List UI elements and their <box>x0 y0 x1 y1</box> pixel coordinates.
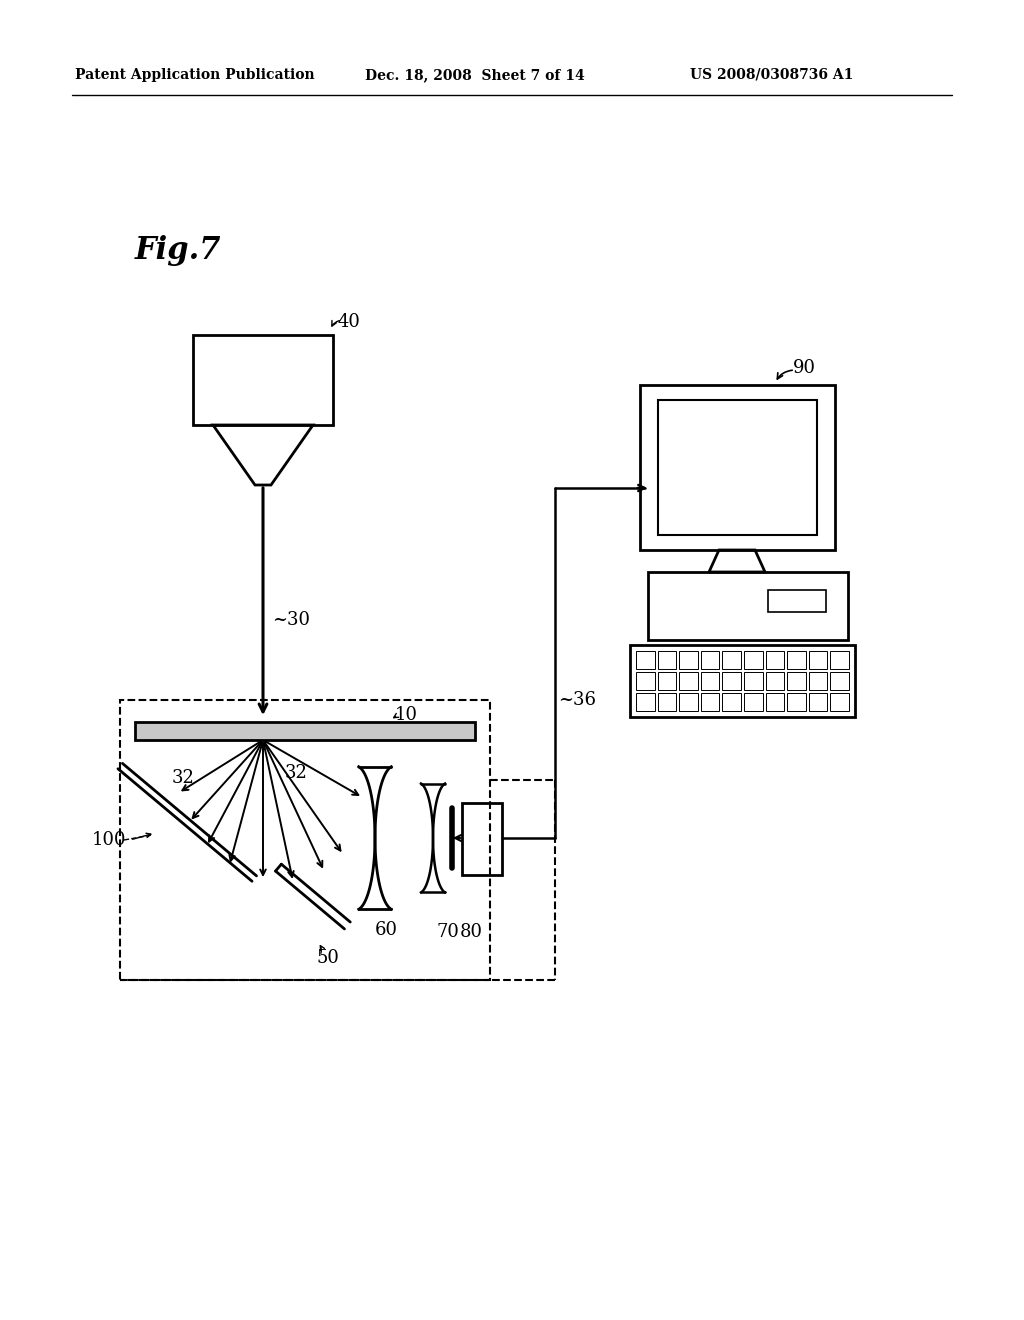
Bar <box>193 335 333 425</box>
Bar <box>722 693 741 711</box>
Bar <box>658 400 817 535</box>
Bar <box>679 672 697 690</box>
Text: 90: 90 <box>793 359 816 378</box>
Bar <box>830 693 849 711</box>
Text: 40: 40 <box>338 313 360 331</box>
Bar <box>766 693 784 711</box>
Bar <box>135 722 475 741</box>
Bar <box>787 693 806 711</box>
Bar <box>809 693 827 711</box>
Bar <box>744 672 763 690</box>
Bar <box>636 651 654 669</box>
Bar <box>787 651 806 669</box>
Text: 60: 60 <box>375 921 398 939</box>
Bar <box>809 672 827 690</box>
Text: 10: 10 <box>395 706 418 723</box>
Text: 32: 32 <box>172 770 195 787</box>
Bar <box>679 651 697 669</box>
Bar <box>636 693 654 711</box>
Bar <box>648 572 848 640</box>
Bar <box>766 672 784 690</box>
Text: Patent Application Publication: Patent Application Publication <box>75 69 314 82</box>
Bar <box>120 700 490 979</box>
Bar <box>657 651 676 669</box>
Text: Dec. 18, 2008  Sheet 7 of 14: Dec. 18, 2008 Sheet 7 of 14 <box>365 69 585 82</box>
Bar <box>679 693 697 711</box>
Bar <box>700 693 720 711</box>
Bar <box>630 645 855 717</box>
Text: US 2008/0308736 A1: US 2008/0308736 A1 <box>690 69 853 82</box>
Bar <box>766 651 784 669</box>
Text: 100: 100 <box>92 832 127 849</box>
Bar <box>722 651 741 669</box>
Text: 70: 70 <box>436 923 459 941</box>
Bar <box>657 693 676 711</box>
Text: ~36: ~36 <box>558 690 596 709</box>
Bar <box>722 672 741 690</box>
Text: 32: 32 <box>285 764 308 781</box>
Text: Fig.7: Fig.7 <box>135 235 221 265</box>
Text: 80: 80 <box>460 923 483 941</box>
Bar <box>700 651 720 669</box>
Bar <box>657 672 676 690</box>
Bar <box>768 590 826 612</box>
Bar <box>830 672 849 690</box>
Bar <box>830 651 849 669</box>
Bar <box>700 672 720 690</box>
Bar <box>636 672 654 690</box>
Text: ~30: ~30 <box>272 611 310 630</box>
Bar <box>462 803 502 875</box>
Bar <box>744 651 763 669</box>
Text: 50: 50 <box>316 949 339 968</box>
Bar <box>640 385 835 550</box>
Bar <box>787 672 806 690</box>
Bar <box>809 651 827 669</box>
Bar <box>744 693 763 711</box>
